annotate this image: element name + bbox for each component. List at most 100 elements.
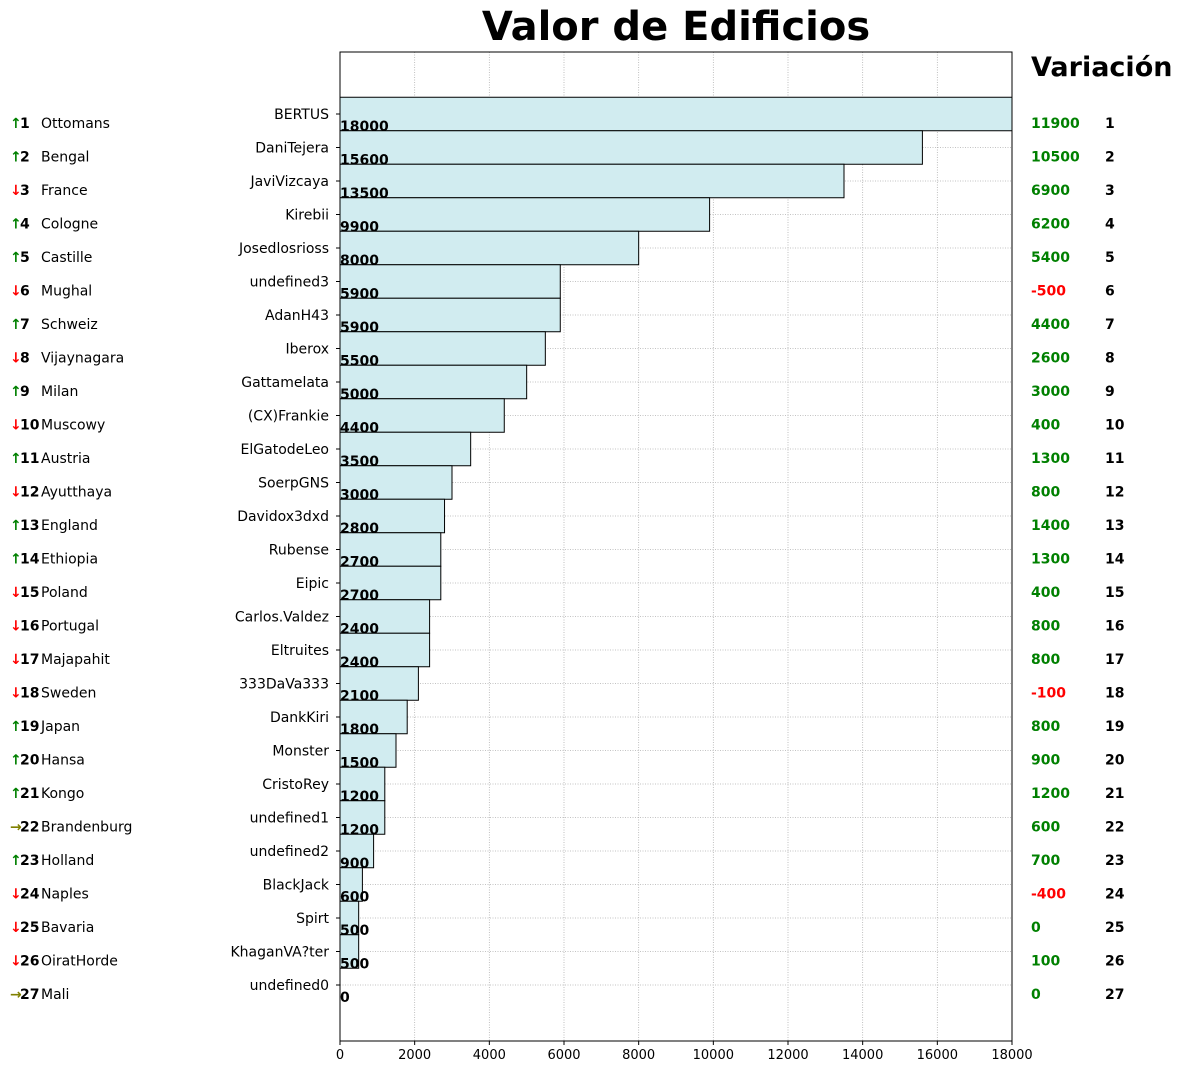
nation-name: Vijaynagara bbox=[41, 351, 124, 367]
bar bbox=[339, 465, 453, 500]
variation-rank: 20 bbox=[1105, 753, 1125, 769]
nation-rank: 27 bbox=[20, 987, 39, 1003]
nation-rank: 11 bbox=[20, 451, 39, 467]
variation-value: -500 bbox=[1031, 284, 1066, 300]
y-tick-label: BlackJack bbox=[263, 878, 330, 894]
variation-rank: 1 bbox=[1105, 116, 1115, 132]
trend-down-icon: ↓ bbox=[10, 485, 22, 501]
variation-rank: 3 bbox=[1105, 183, 1115, 199]
bar-value-label: 1500 bbox=[340, 756, 379, 772]
nation-rank: 10 bbox=[20, 418, 40, 434]
variation-value: 800 bbox=[1031, 619, 1060, 635]
nation-rank: 8 bbox=[20, 351, 30, 367]
bar bbox=[339, 532, 442, 567]
bar-value-label: 2400 bbox=[340, 622, 379, 638]
trend-down-icon: ↓ bbox=[10, 183, 22, 199]
chart-title: Valor de Edificios bbox=[481, 4, 871, 50]
nation-name: Holland bbox=[41, 853, 94, 869]
y-tick-label: ElGatodeLeo bbox=[241, 442, 329, 458]
variation-rank: 19 bbox=[1105, 719, 1124, 735]
variation-value: 0 bbox=[1031, 920, 1041, 936]
trend-down-icon: ↓ bbox=[10, 652, 22, 668]
trend-up-icon: ↑ bbox=[10, 217, 22, 233]
bar bbox=[339, 599, 431, 634]
variation-value: 5400 bbox=[1031, 250, 1070, 266]
nation-rank: 2 bbox=[20, 150, 30, 166]
variation-value: 6200 bbox=[1031, 217, 1070, 233]
trend-up-icon: ↑ bbox=[10, 753, 22, 769]
variation-value: -100 bbox=[1031, 686, 1066, 702]
bar-value-label: 4400 bbox=[340, 421, 379, 437]
trend-up-icon: ↑ bbox=[10, 719, 22, 735]
variation-value: 400 bbox=[1031, 585, 1060, 601]
variation-value: 600 bbox=[1031, 820, 1060, 836]
bar-value-label: 18000 bbox=[340, 119, 389, 135]
variation-rank: 14 bbox=[1105, 552, 1125, 568]
bar-value-label: 600 bbox=[340, 890, 369, 906]
nation-name: Hansa bbox=[41, 753, 85, 769]
y-tick-label: DaniTejera bbox=[255, 141, 329, 157]
bar-value-label: 2700 bbox=[340, 555, 379, 571]
nation-name: Milan bbox=[41, 384, 78, 400]
y-tick-label: BERTUS bbox=[274, 107, 329, 123]
bar bbox=[339, 96, 1013, 132]
nation-name: Poland bbox=[41, 585, 88, 601]
y-tick-label: Eipic bbox=[296, 576, 329, 592]
x-tick-label: 14000 bbox=[842, 1048, 883, 1063]
nation-rank: 24 bbox=[20, 887, 40, 903]
nation-name: Muscowy bbox=[41, 418, 105, 434]
plot-frame bbox=[339, 51, 1013, 1042]
trend-down-icon: ↓ bbox=[10, 686, 22, 702]
bar-value-label: 3000 bbox=[340, 488, 379, 504]
nation-name: Ayutthaya bbox=[41, 485, 112, 501]
nation-rank: 20 bbox=[20, 753, 40, 769]
variation-value: 3000 bbox=[1031, 384, 1070, 400]
y-tick-label: 333DaVa333 bbox=[239, 677, 329, 693]
bar-value-label: 500 bbox=[340, 923, 369, 939]
variation-value: -400 bbox=[1031, 887, 1066, 903]
x-tick-label: 4000 bbox=[473, 1048, 506, 1063]
nation-name: Ethiopia bbox=[41, 552, 98, 568]
nation-rank: 12 bbox=[20, 485, 39, 501]
nation-rank: 19 bbox=[20, 719, 39, 735]
variation-rank: 25 bbox=[1105, 920, 1124, 936]
trend-down-icon: ↓ bbox=[10, 585, 22, 601]
y-tick-label: CristoRey bbox=[262, 777, 329, 793]
nation-name: Mughal bbox=[41, 284, 92, 300]
trend-up-icon: ↑ bbox=[10, 384, 22, 400]
nation-name: Cologne bbox=[41, 217, 98, 233]
bar bbox=[339, 666, 419, 701]
variation-rank: 27 bbox=[1105, 987, 1124, 1003]
y-tick-label: Kirebii bbox=[285, 208, 329, 224]
nation-rank: 21 bbox=[20, 786, 39, 802]
y-tick-label: Iberox bbox=[286, 342, 330, 358]
nation-rank: 18 bbox=[20, 686, 39, 702]
bar bbox=[339, 130, 923, 165]
variation-value: 1200 bbox=[1031, 786, 1070, 802]
nation-rank: 17 bbox=[20, 652, 39, 668]
bar-value-label: 2400 bbox=[340, 655, 379, 671]
variation-rank: 9 bbox=[1105, 384, 1115, 400]
variation-rank: 26 bbox=[1105, 954, 1124, 970]
variation-rank: 17 bbox=[1105, 652, 1124, 668]
nation-name: Brandenburg bbox=[41, 820, 132, 836]
nation-rank: 25 bbox=[20, 920, 39, 936]
variation-value: 0 bbox=[1031, 987, 1041, 1003]
variation-rank: 11 bbox=[1105, 451, 1124, 467]
bar bbox=[339, 163, 845, 199]
bar bbox=[339, 800, 386, 835]
trend-up-icon: ↑ bbox=[10, 552, 22, 568]
trend-same-icon: → bbox=[10, 987, 22, 1003]
variation-rank: 24 bbox=[1105, 887, 1125, 903]
x-tick-label: 10000 bbox=[693, 1048, 734, 1063]
nation-name: England bbox=[41, 518, 98, 534]
y-tick-label: (CX)Frankie bbox=[248, 409, 329, 425]
bar-value-label: 0 bbox=[340, 990, 350, 1006]
variation-rank: 18 bbox=[1105, 686, 1124, 702]
trend-down-icon: ↓ bbox=[10, 887, 22, 903]
bar-value-label: 1800 bbox=[340, 722, 379, 738]
variation-rank: 7 bbox=[1105, 317, 1115, 333]
x-tick-label: 2000 bbox=[398, 1048, 431, 1063]
